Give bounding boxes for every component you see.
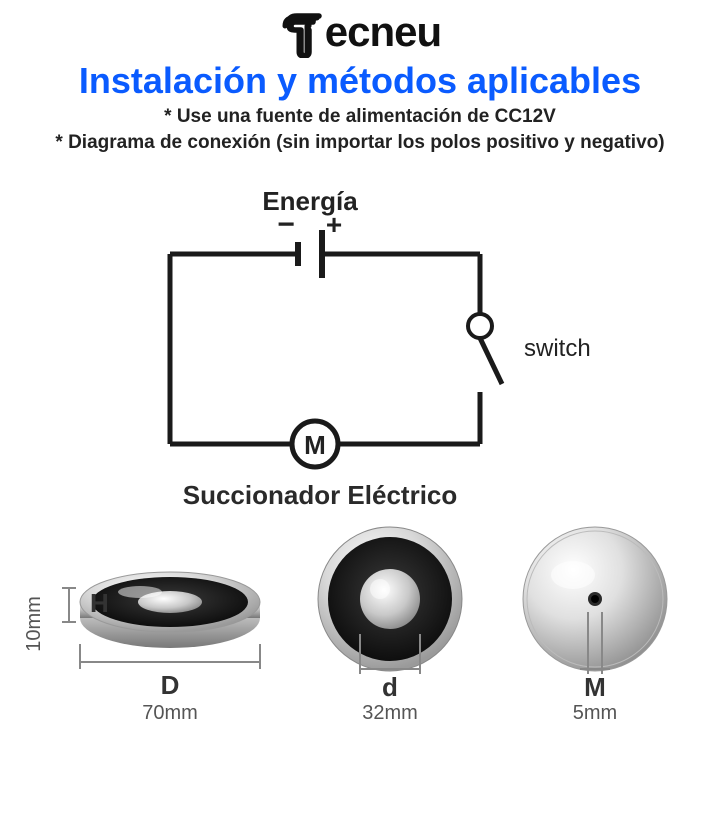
bullet-2: * Diagrama de conexión (sin importar los…	[0, 132, 720, 154]
succionador-label: Succionador Eléctrico	[183, 480, 458, 510]
brand-logo: ecneu	[0, 0, 720, 58]
logo-t-icon	[279, 12, 325, 58]
dim-h-lines	[62, 588, 76, 622]
dimension-views: 10mm H D 70mm d 32mm	[20, 524, 700, 754]
dim-D-value: 70mm	[142, 702, 198, 724]
circuit-diagram: Energía − + switch M Succionador Eléctri…	[130, 184, 590, 504]
motor-m: M	[304, 430, 326, 460]
view-front	[318, 527, 462, 671]
dim-h-letter: H	[90, 588, 109, 618]
dim-d-value: 32mm	[362, 702, 418, 724]
dim-h-value: 10mm	[23, 596, 45, 652]
minus-label: −	[277, 208, 295, 241]
page-title: Instalación y métodos aplicables	[0, 60, 720, 102]
plus-label: +	[326, 209, 342, 240]
switch-label: switch	[524, 335, 590, 362]
bullet-1: * Use una fuente de alimentación de CC12…	[0, 106, 720, 128]
dim-M-letter: M	[584, 672, 606, 702]
brand-text: ecneu	[325, 8, 441, 55]
dim-d-letter: d	[382, 672, 398, 702]
view-back	[523, 527, 667, 671]
dim-M-value: 5mm	[573, 702, 617, 724]
dim-D-letter: D	[161, 670, 180, 700]
